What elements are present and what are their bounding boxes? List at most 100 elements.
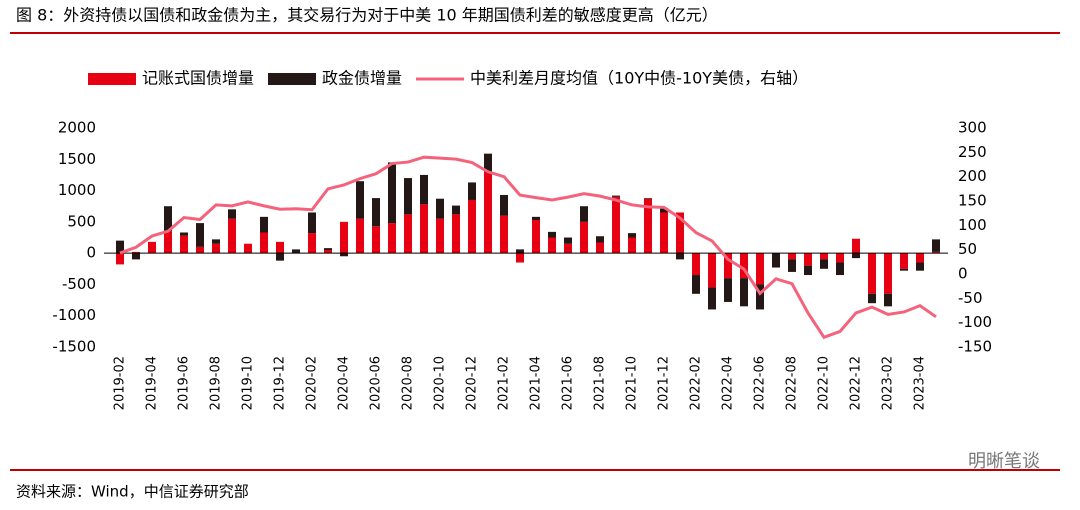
bar	[804, 265, 812, 276]
bar	[132, 251, 140, 254]
x-tick-label: 2022-10	[817, 356, 832, 410]
x-tick-label: 2023-02	[881, 356, 896, 410]
x-tick-label: 2022-06	[753, 356, 768, 410]
bar	[900, 268, 908, 271]
bar	[116, 253, 124, 265]
bar	[420, 204, 428, 254]
bar	[116, 240, 124, 254]
bar	[324, 248, 332, 251]
bar	[580, 221, 588, 254]
bar	[548, 231, 556, 238]
x-tick-label: 2020-04	[337, 356, 352, 410]
bar	[708, 287, 716, 310]
y2-tick-label: 200	[958, 167, 987, 185]
x-tick-label: 2021-02	[497, 356, 512, 410]
bar	[724, 253, 732, 279]
bar	[932, 251, 940, 254]
y-tick-label: 1500	[58, 150, 96, 168]
x-tick-label: 2019-04	[145, 356, 160, 410]
bar	[260, 216, 268, 233]
bar	[180, 232, 188, 236]
bar	[692, 275, 700, 294]
bar	[516, 253, 524, 263]
legend-swatch	[88, 73, 136, 85]
bar	[564, 243, 572, 254]
bar	[340, 221, 348, 254]
y2-tick-label: 100	[958, 216, 987, 234]
bar	[660, 212, 668, 254]
bar	[548, 237, 556, 254]
bar	[196, 246, 204, 254]
bar	[804, 253, 812, 266]
x-tick-label: 2022-08	[785, 356, 800, 410]
bar	[628, 237, 636, 254]
bar	[308, 233, 316, 254]
bar	[484, 153, 492, 172]
bar	[164, 231, 172, 254]
bar	[388, 223, 396, 254]
x-tick-label: 2019-08	[209, 356, 224, 410]
bar	[532, 216, 540, 220]
watermark: 明晰笔谈	[968, 451, 1040, 472]
y2-tick-label: 50	[958, 240, 977, 258]
bar	[884, 253, 892, 294]
bar	[628, 233, 636, 238]
bar	[404, 214, 412, 254]
bar	[564, 237, 572, 244]
bar	[228, 209, 236, 219]
line	[119, 155, 937, 340]
bar	[836, 262, 844, 276]
bar	[580, 206, 588, 222]
bar	[468, 182, 476, 200]
bar	[500, 215, 508, 254]
y2-tick-label: 0	[958, 265, 968, 283]
bar	[340, 253, 348, 257]
y-tick-label: 1000	[58, 181, 96, 199]
bar	[596, 236, 604, 243]
bar	[820, 253, 828, 260]
bar	[756, 284, 764, 310]
bar	[372, 226, 380, 254]
y2-tick-label: 150	[958, 192, 987, 210]
legend-label: 中美利差月度均值（10Y中债-10Y美债，右轴）	[470, 69, 808, 88]
y-tick-label: 500	[67, 212, 96, 230]
bar	[436, 218, 444, 254]
bar	[676, 212, 684, 254]
bar	[196, 223, 204, 247]
y-tick-label: -1500	[52, 338, 96, 356]
bar	[740, 253, 748, 279]
x-tick-label: 2023-04	[913, 356, 928, 410]
bar	[788, 253, 796, 260]
x-tick-label: 2019-12	[273, 356, 288, 410]
x-tick-label: 2021-10	[625, 356, 640, 410]
y2-tick-label: 300	[958, 119, 987, 137]
bar	[500, 194, 508, 216]
bar	[244, 243, 252, 254]
bar	[468, 199, 476, 254]
bar	[388, 162, 396, 224]
bar	[692, 253, 700, 276]
bar	[164, 206, 172, 232]
bar	[644, 198, 652, 199]
bar	[932, 239, 940, 252]
bar	[612, 195, 620, 197]
y-tick-label: -500	[62, 275, 96, 293]
x-tick-label: 2021-08	[593, 356, 608, 410]
bar	[516, 249, 524, 254]
bar	[676, 253, 684, 260]
bar	[820, 259, 828, 269]
bar	[708, 253, 716, 288]
y2-tick-label: 250	[958, 143, 987, 161]
bar	[788, 259, 796, 272]
bar	[132, 253, 140, 260]
bar	[276, 241, 284, 254]
chart-title: 图 8：外资持债以国债和政金债为主，其交易行为对于中美 10 年期国债利差的敏感…	[16, 6, 718, 25]
bar	[372, 198, 380, 227]
x-tick-label: 2021-04	[529, 356, 544, 410]
y-tick-label: 0	[86, 244, 96, 262]
bar	[644, 198, 652, 254]
bar	[836, 253, 844, 263]
x-tick-label: 2020-08	[401, 356, 416, 410]
x-tick-label: 2022-02	[689, 356, 704, 410]
